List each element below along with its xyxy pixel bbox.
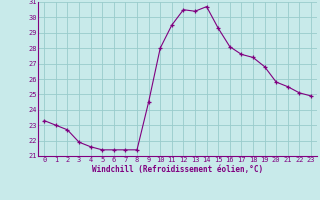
X-axis label: Windchill (Refroidissement éolien,°C): Windchill (Refroidissement éolien,°C) — [92, 165, 263, 174]
